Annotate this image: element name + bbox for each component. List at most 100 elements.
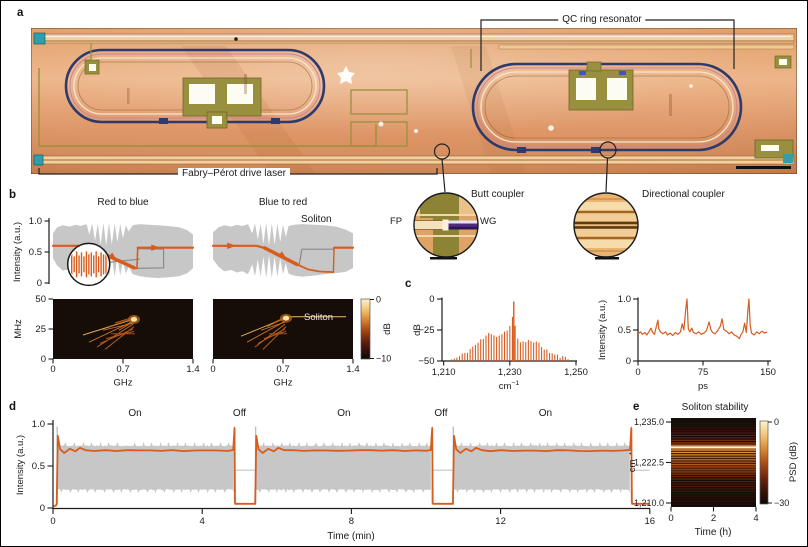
axis-text: 150	[760, 367, 776, 378]
axis-text: 1,250	[564, 367, 588, 378]
axis-text: 4	[200, 516, 205, 527]
panel-letter-b: b	[9, 189, 17, 201]
axis-text: 0	[376, 295, 381, 305]
axis-text: 0	[626, 356, 631, 367]
directional-coupler-inset	[573, 192, 639, 258]
d-gray-band	[453, 442, 630, 493]
b-xlabel: GHz	[114, 378, 133, 389]
blue-to-red-title: Blue to red	[258, 197, 308, 208]
e-xlabel: Time (h)	[695, 527, 732, 538]
axis-text: 0.7	[116, 364, 129, 375]
panel-letter-e: e	[633, 401, 640, 413]
axis-text: 1,210.0	[634, 498, 664, 508]
d-state-label: Off	[233, 408, 246, 419]
e-colorbar	[759, 420, 769, 505]
axis-text: 25	[35, 324, 46, 335]
panel-e-chart: 1,235.0 1,222.5 1,210.0 cm−1 0 2 4 Time (h) 0 −30…	[629, 417, 799, 538]
directional-coupler-label: Directional coupler	[642, 189, 725, 200]
butt-coupler-callout-circle	[433, 143, 451, 160]
axis-text: 1.0	[32, 419, 45, 430]
axis-text: −25	[418, 325, 434, 336]
axis-text: −50	[418, 356, 434, 367]
qc-ring-resonator-label: QC ring resonator	[558, 14, 646, 25]
axis-text: 1.0	[29, 216, 42, 227]
panel-letter-a: a	[17, 7, 24, 19]
axis-text: 0	[668, 513, 673, 524]
axis-text: 1,230	[498, 367, 522, 378]
axis-text: 0	[37, 278, 42, 289]
directional-inset-scale-bar	[595, 257, 619, 260]
axis-text: 0	[210, 364, 215, 375]
chip-micrograph	[31, 28, 797, 174]
soliton-label-heatmap: Soliton	[304, 312, 334, 323]
axis-text: 1,210	[432, 367, 456, 378]
axis-text: 0.5	[618, 325, 631, 336]
soliton-stability-title: Soliton stability	[681, 402, 749, 413]
panel-letter-c: c	[405, 278, 412, 290]
axis-text: 0.5	[29, 247, 42, 258]
e-ylabel: cm−1	[629, 452, 638, 473]
left-racetrack	[64, 48, 326, 129]
d-state-label: On	[539, 408, 552, 419]
axis-text: 1.0	[618, 294, 631, 305]
right-racetrack	[471, 61, 743, 153]
d-xlabel: Time (min)	[327, 531, 374, 542]
axis-text: 0	[40, 503, 45, 514]
d-state-label: On	[337, 408, 350, 419]
ring-waveguide	[448, 220, 478, 230]
panel-b-charts: 1.0 0.5 0 Intensity (a.u.) 0 0.7 1.4 GHz 0 0.7 1.4…	[12, 216, 393, 389]
axis-text: 16	[645, 516, 656, 527]
axis-text: 1.4	[346, 364, 359, 375]
e-colorbar-label: PSD (dB)	[788, 442, 799, 482]
c-spectrum-ylabel: dB	[412, 324, 423, 336]
axis-text: 1,222.5	[634, 458, 664, 468]
axis-text: 50	[35, 294, 46, 305]
panel-c-charts: 0 −25 −50 dB 1,210 1,230 1,250 cm−1 1.0 0.5 0 Inten…	[412, 294, 776, 392]
soliton-label-top: Soliton	[301, 214, 332, 225]
olive-trace	[38, 68, 377, 147]
fabry-perot-drive-laser-label: Fabry–Pérot drive laser	[178, 168, 290, 179]
butt-coupler-label: Butt coupler	[471, 189, 525, 200]
c-pulse-xlabel: ps	[698, 381, 708, 392]
wg-label: WG	[480, 216, 497, 227]
axis-text: 0	[41, 354, 46, 365]
axis-text: 0	[635, 367, 640, 378]
panel-d-chart: 1.0 0.5 0 Intensity (a.u.) 0 4 8 12 16 Time (min)…	[15, 408, 656, 542]
butt-inset-scale-bar	[430, 257, 457, 260]
c-spectrum-xlabel: cm−1	[499, 380, 520, 392]
axis-text: 0	[429, 294, 434, 305]
b-xlabel: GHz	[274, 378, 293, 389]
facet-pad	[33, 32, 46, 45]
axis-text: 1.4	[186, 364, 199, 375]
axis-text: 1,235.0	[634, 417, 664, 427]
axis-text: 4	[753, 513, 758, 524]
axis-text: −30	[774, 498, 789, 508]
b-colorbar	[360, 298, 371, 360]
d-gray-band	[57, 442, 234, 493]
b-colorbar-label: dB	[382, 323, 393, 335]
b-ylabel: Intensity (a.u.)	[12, 222, 23, 282]
dust-speck	[337, 66, 355, 84]
c-pulse-ylabel: Intensity (a.u.)	[597, 300, 608, 360]
fp-waveguide	[414, 220, 444, 230]
d-state-label: On	[128, 408, 141, 419]
beatnote-heatmap	[53, 299, 193, 359]
d-state-label: Off	[434, 408, 447, 419]
red-to-blue-title: Red to blue	[97, 197, 149, 208]
axis-text: 0.5	[32, 461, 45, 472]
chip-scale-bar	[736, 166, 791, 169]
axis-text: 2	[711, 513, 716, 524]
axis-text: 75	[698, 367, 709, 378]
qc-ring-bracket	[480, 19, 735, 71]
b-heatmap-ylabel: MHz	[13, 319, 24, 339]
axis-text: 0	[774, 417, 779, 427]
panel-letter-d: d	[9, 401, 17, 413]
axis-text: 0.7	[276, 364, 289, 375]
axis-text: 8	[349, 516, 354, 527]
axis-text: 0	[50, 364, 55, 375]
d-ylabel: Intensity (a.u.)	[15, 435, 26, 495]
axis-text: 0	[50, 516, 55, 527]
fp-label: FP	[390, 216, 403, 227]
axis-text: −10	[376, 354, 391, 364]
